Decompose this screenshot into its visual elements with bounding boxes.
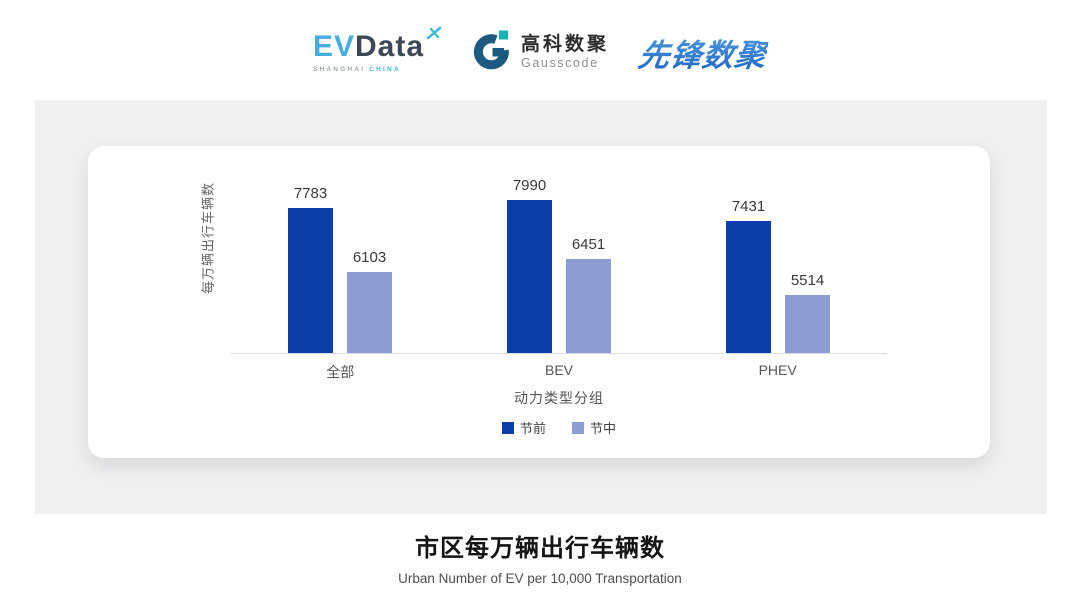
- x-axis-title: 动力类型分组: [514, 390, 604, 406]
- bar-节中-全部: [347, 272, 392, 353]
- chart-main-title: 市区每万辆出行车辆数: [415, 535, 665, 562]
- evdata-wordmark: EV Data: [312, 26, 442, 63]
- category-label-全部: 全部: [326, 364, 355, 380]
- y-axis-label: 每万辆出行车辆数: [200, 181, 216, 295]
- bar-value-label: 7783: [293, 185, 328, 202]
- category-label-PHEV: PHEV: [758, 362, 797, 378]
- gausscode-logo: 高科数聚 Gausscode: [471, 29, 609, 76]
- gausscode-wordmark: 高科数聚 Gausscode: [521, 34, 609, 70]
- evdata-subtext: SHANGHAI CHINA: [313, 66, 401, 73]
- evdata-shanghai-text: SHANGHAI: [312, 65, 366, 73]
- bar-value-label: 5514: [790, 272, 825, 289]
- sparkle-x-icon: [426, 18, 443, 48]
- legend-item-节前[interactable]: 节前: [501, 418, 546, 437]
- plot-area: 7783 6103 7990 6451 7431 5514: [231, 177, 887, 353]
- evdata-ev-text: EV: [312, 29, 355, 63]
- legend-swatch-icon: [501, 421, 514, 434]
- bar-节中-BEV: [566, 259, 611, 353]
- xianfeng-logo: 先锋数聚: [636, 30, 770, 75]
- legend-item-节中[interactable]: 节中: [572, 418, 616, 437]
- legend-label: 节中: [590, 421, 617, 436]
- chart-card: 每万辆出行车辆数 7783 6103 7990 6451 7431 5514 全部 BEV P…: [88, 146, 990, 458]
- bar-节前-全部: [288, 208, 333, 353]
- legend-swatch-icon: [572, 421, 584, 434]
- gausscode-cn-text: 高科数聚: [521, 33, 610, 55]
- chart-legend: 节前 节中: [501, 418, 616, 437]
- brand-header: EV Data SHANGHAI CHINA 高科数聚 Gausscode 先锋数: [0, 16, 1080, 88]
- legend-label: 节前: [519, 421, 546, 436]
- bar-value-label: 6451: [571, 236, 606, 253]
- x-axis-line: [231, 353, 887, 354]
- bar-value-label: 7431: [731, 198, 766, 215]
- category-label-BEV: BEV: [544, 362, 574, 378]
- footer-block: 市区每万辆出行车辆数 Urban Number of EV per 10,000…: [0, 528, 1080, 586]
- evdata-data-text: Data: [354, 29, 425, 63]
- bar-节中-PHEV: [785, 295, 830, 353]
- content-panel: 每万辆出行车辆数 7783 6103 7990 6451 7431 5514 全部 BEV P…: [35, 100, 1047, 514]
- bar-value-label: 7990: [512, 177, 547, 194]
- gausscode-g-icon: [471, 29, 513, 76]
- gausscode-en-text: Gausscode: [521, 55, 599, 70]
- chart-subtitle: Urban Number of EV per 10,000 Transporta…: [398, 571, 682, 586]
- bar-节前-BEV: [507, 200, 552, 353]
- evdata-china-text: CHINA: [369, 65, 401, 73]
- bar-节前-PHEV: [726, 221, 771, 353]
- bar-value-label: 6103: [352, 249, 387, 266]
- evdata-logo: EV Data SHANGHAI CHINA: [312, 26, 442, 73]
